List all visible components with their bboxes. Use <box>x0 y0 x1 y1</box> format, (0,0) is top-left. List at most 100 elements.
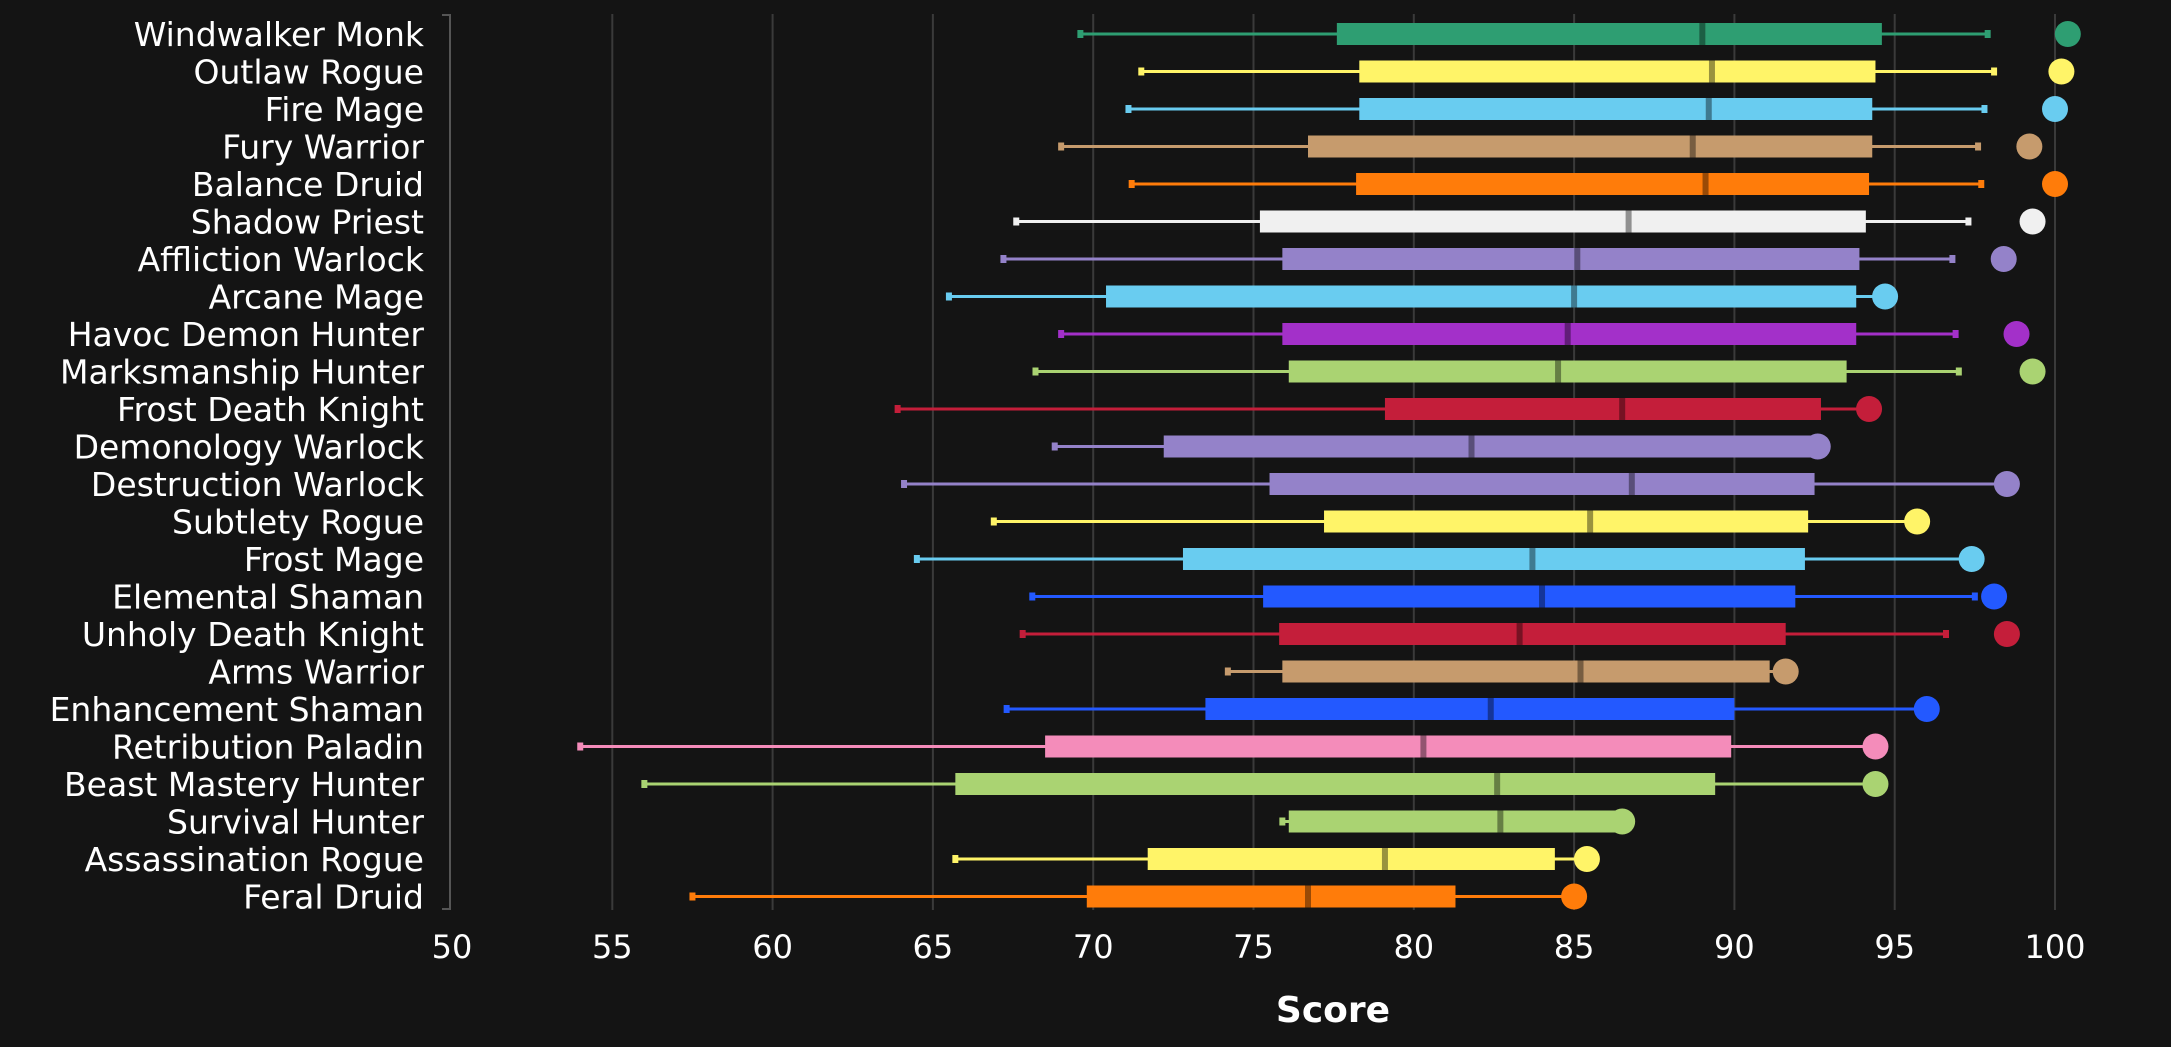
top-score-dot <box>2003 321 2030 347</box>
iqr-box <box>1086 885 1456 908</box>
category-label: Arcane Mage <box>209 278 424 317</box>
x-tick-label: 65 <box>913 928 954 966</box>
whisker-cap <box>1125 105 1132 113</box>
top-score-dot <box>1856 396 1883 422</box>
whisker-cap <box>1971 592 1978 601</box>
iqr-box <box>1269 473 1815 495</box>
whisker-cap <box>1051 442 1058 451</box>
whisker-cap <box>689 892 696 901</box>
iqr-box <box>1282 660 1770 683</box>
iqr-box <box>1359 60 1876 83</box>
whisker-cap <box>1952 330 1959 338</box>
top-score-dot <box>2042 96 2068 122</box>
x-axis: 50 55 60 65 70 75 80 85 90 95 100 <box>432 928 2086 966</box>
iqr-box <box>1282 248 1860 270</box>
median-marker <box>1702 173 1709 195</box>
iqr-box <box>1288 810 1623 833</box>
whisker-cap <box>1942 630 1949 638</box>
iqr-box <box>1263 585 1796 608</box>
x-tick-label: 75 <box>1233 928 1274 966</box>
median-marker <box>1628 473 1635 495</box>
category-label: Unholy Death Knight <box>82 615 424 654</box>
median-marker <box>1689 135 1696 158</box>
box-row <box>1051 433 1831 460</box>
iqr-box <box>1106 285 1857 308</box>
median-marker <box>1539 585 1546 608</box>
x-tick-label: 80 <box>1393 928 1434 966</box>
category-label: Feral Druid <box>243 878 424 917</box>
top-score-dot <box>2048 58 2075 85</box>
top-score-dot <box>1990 246 2017 272</box>
iqr-box <box>1259 210 1866 233</box>
box-row <box>1013 208 2046 235</box>
category-label: Assassination Rogue <box>85 840 424 879</box>
box-row <box>1003 696 1940 722</box>
whisker-cap <box>1949 255 1956 263</box>
box-row <box>894 396 1883 422</box>
median-marker <box>1708 60 1715 83</box>
category-label: Survival Hunter <box>167 803 424 842</box>
category-label: Frost Death Knight <box>117 390 424 429</box>
iqr-box <box>1308 135 1873 158</box>
box-row <box>1032 358 2046 385</box>
category-label: Destruction Warlock <box>91 465 425 504</box>
top-score-dot <box>2019 358 2046 385</box>
whisker-cap <box>913 555 920 563</box>
box-row <box>990 508 1931 535</box>
box-row <box>1029 583 2008 610</box>
x-tick-label: 50 <box>432 928 473 966</box>
median-marker <box>1468 435 1475 458</box>
median-marker <box>1494 773 1501 795</box>
category-label: Balance Druid <box>192 165 424 204</box>
median-marker <box>1619 398 1626 420</box>
whisker-cap <box>1003 705 1010 713</box>
top-score-dot <box>1573 846 1600 872</box>
category-label: Outlaw Rogue <box>193 53 424 92</box>
box-row <box>1125 96 2068 122</box>
box-row <box>1224 658 1799 685</box>
box-row <box>1058 321 2030 347</box>
iqr-box <box>955 773 1716 795</box>
median-marker <box>1625 210 1632 233</box>
category-label: Retribution Paladin <box>112 728 424 767</box>
category-label: Marksmanship Hunter <box>60 353 424 392</box>
box-row <box>1077 21 2081 47</box>
iqr-box <box>1279 623 1786 645</box>
median-marker <box>1587 510 1594 533</box>
median-marker <box>1420 735 1427 758</box>
top-score-dot <box>1561 883 1588 910</box>
top-score-dot <box>2054 21 2081 47</box>
box-row <box>952 846 1600 872</box>
iqr-box <box>1288 360 1847 383</box>
top-score-dot <box>1981 583 2008 610</box>
x-tick-label: 70 <box>1073 928 1114 966</box>
top-score-dot <box>2019 208 2046 235</box>
box-row <box>1279 808 1636 835</box>
box-row <box>641 771 1889 797</box>
median-marker <box>1564 323 1571 345</box>
category-label: Havoc Demon Hunter <box>68 315 425 354</box>
category-label: Windwalker Monk <box>134 15 425 54</box>
iqr-box <box>1384 398 1821 420</box>
iqr-box <box>1147 848 1555 870</box>
category-label: Fury Warrior <box>222 128 424 167</box>
top-score-dot <box>1993 471 2020 497</box>
iqr-box <box>1324 510 1809 533</box>
box-row <box>1138 58 2075 85</box>
whisker-cap <box>901 480 908 488</box>
category-label: Subtlety Rogue <box>172 503 424 542</box>
x-tick-label: 55 <box>592 928 633 966</box>
median-marker <box>1705 98 1712 120</box>
whisker-cap <box>1138 67 1145 76</box>
top-score-dot <box>1993 621 2020 647</box>
whisker-cap <box>1279 817 1286 826</box>
median-marker <box>1571 285 1578 308</box>
whisker-cap <box>952 855 959 863</box>
category-label: Elemental Shaman <box>112 578 424 617</box>
median-marker <box>1487 698 1494 720</box>
whisker-cap <box>1029 592 1036 601</box>
iqr-box <box>1356 173 1870 195</box>
x-tick-label: 85 <box>1554 928 1595 966</box>
whisker-cap <box>1013 217 1020 226</box>
